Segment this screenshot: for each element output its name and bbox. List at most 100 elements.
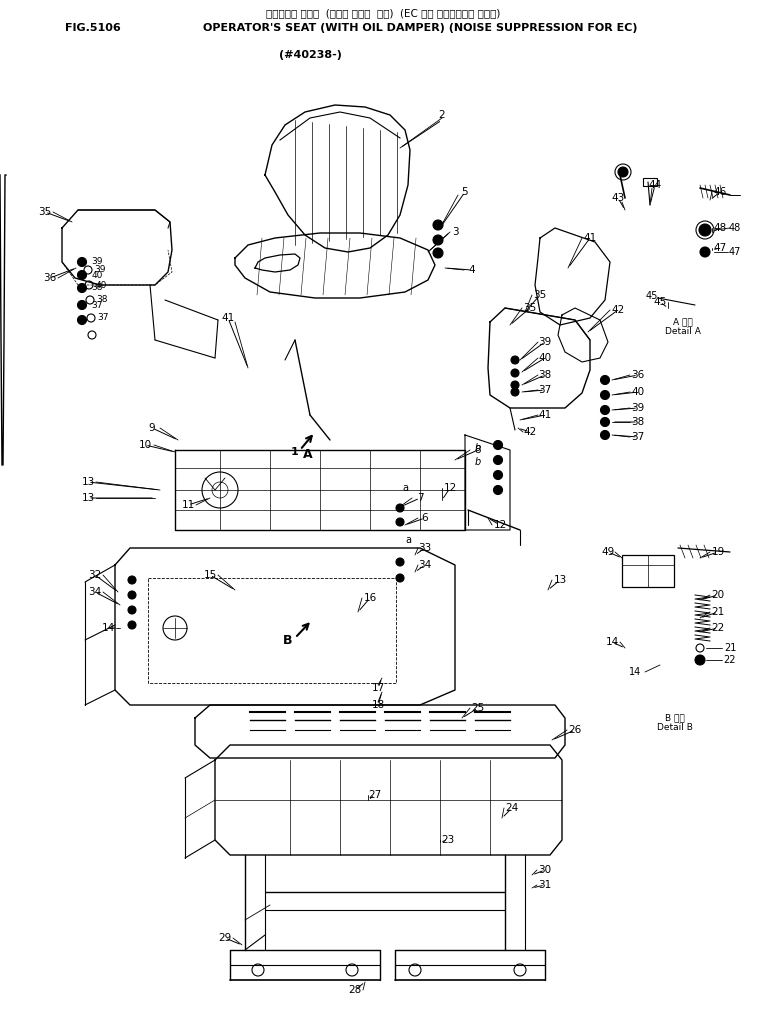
Text: 1: 1 <box>291 447 299 457</box>
Text: 2: 2 <box>439 110 446 120</box>
Text: 38: 38 <box>631 417 645 427</box>
Bar <box>148 578 396 683</box>
Text: 20: 20 <box>711 590 725 600</box>
Circle shape <box>78 258 86 267</box>
Text: 12: 12 <box>494 520 507 530</box>
Text: 10: 10 <box>138 440 152 450</box>
Text: 21: 21 <box>724 643 736 653</box>
Circle shape <box>128 621 136 629</box>
Text: 21: 21 <box>711 607 725 617</box>
Text: 27: 27 <box>369 790 382 800</box>
Text: a: a <box>402 483 408 494</box>
Text: 13: 13 <box>82 477 95 487</box>
Circle shape <box>494 456 503 465</box>
Text: 31: 31 <box>539 880 552 890</box>
Circle shape <box>600 391 610 399</box>
Circle shape <box>494 471 503 479</box>
Circle shape <box>396 558 404 566</box>
Circle shape <box>511 369 519 377</box>
Text: 38: 38 <box>92 283 103 292</box>
Text: 12: 12 <box>443 483 456 494</box>
Text: 30: 30 <box>539 865 552 875</box>
Text: 14: 14 <box>629 667 641 677</box>
Text: 41: 41 <box>539 410 552 420</box>
Text: 36: 36 <box>43 273 56 283</box>
Text: 5: 5 <box>462 187 468 197</box>
Text: 36: 36 <box>631 370 645 380</box>
Circle shape <box>128 591 136 599</box>
Text: Detail A: Detail A <box>665 327 701 337</box>
Text: 23: 23 <box>441 835 455 845</box>
Circle shape <box>88 331 96 339</box>
Circle shape <box>78 301 86 310</box>
Text: 37: 37 <box>97 314 109 322</box>
Text: 38: 38 <box>539 370 552 380</box>
Text: 6: 6 <box>422 513 428 523</box>
Text: 40: 40 <box>632 387 645 397</box>
Text: 29: 29 <box>218 933 232 943</box>
Text: 41: 41 <box>221 313 235 323</box>
Text: 14: 14 <box>605 637 619 647</box>
Text: 22: 22 <box>724 655 736 665</box>
Circle shape <box>396 504 404 512</box>
Text: 15: 15 <box>204 570 217 580</box>
Text: 35: 35 <box>523 303 536 313</box>
Circle shape <box>86 295 94 304</box>
Text: 35: 35 <box>38 207 52 218</box>
Text: 38: 38 <box>96 295 108 305</box>
Circle shape <box>700 247 710 256</box>
Circle shape <box>84 266 92 274</box>
Text: 19: 19 <box>711 547 725 557</box>
Circle shape <box>494 485 503 495</box>
Text: 39: 39 <box>95 266 106 275</box>
Text: 40: 40 <box>539 353 552 363</box>
Text: 11: 11 <box>182 500 195 510</box>
Text: b: b <box>475 443 481 453</box>
Circle shape <box>433 248 443 258</box>
Text: 14: 14 <box>101 623 114 633</box>
Text: (#40238-): (#40238-) <box>278 50 341 60</box>
Circle shape <box>128 606 136 614</box>
Text: 42: 42 <box>523 427 536 437</box>
Text: 8: 8 <box>475 445 481 455</box>
Circle shape <box>396 574 404 582</box>
Text: 44: 44 <box>649 180 662 190</box>
Circle shape <box>600 376 610 385</box>
Circle shape <box>600 405 610 415</box>
Text: 32: 32 <box>89 570 101 580</box>
Text: 47: 47 <box>713 243 726 253</box>
Text: 40: 40 <box>92 271 103 279</box>
Text: 37: 37 <box>631 432 645 442</box>
Circle shape <box>494 440 503 449</box>
Text: 9: 9 <box>149 423 156 433</box>
Bar <box>622 555 674 587</box>
Text: 34: 34 <box>89 587 101 597</box>
Circle shape <box>695 655 705 665</box>
Circle shape <box>396 518 404 526</box>
Text: 7: 7 <box>417 494 423 503</box>
Text: OPERATOR'S SEAT (WITH OIL DAMPER) (NOISE SUPPRESSION FOR EC): OPERATOR'S SEAT (WITH OIL DAMPER) (NOISE… <box>203 23 637 33</box>
Circle shape <box>511 388 519 396</box>
Circle shape <box>78 271 86 279</box>
Text: 41: 41 <box>584 233 597 243</box>
Text: 28: 28 <box>349 985 362 995</box>
Text: オペレータ シート  (オイル ダンパ  ツキ)  (EC ムケ チイソウオン ショウ): オペレータ シート (オイル ダンパ ツキ) (EC ムケ チイソウオン ショウ… <box>266 8 501 18</box>
Text: 18: 18 <box>372 700 385 710</box>
Text: 39: 39 <box>631 403 645 413</box>
Text: 22: 22 <box>711 623 725 633</box>
Text: B 部詳: B 部詳 <box>665 713 685 722</box>
Text: 39: 39 <box>92 258 103 267</box>
Circle shape <box>511 381 519 389</box>
Text: 33: 33 <box>418 543 432 553</box>
Text: 34: 34 <box>418 560 432 570</box>
Circle shape <box>78 283 86 292</box>
Text: 24: 24 <box>505 803 519 813</box>
Text: 13: 13 <box>553 575 567 585</box>
Text: b: b <box>475 457 481 467</box>
Circle shape <box>78 316 86 324</box>
Text: 39: 39 <box>539 337 552 347</box>
Text: FIG.5106: FIG.5106 <box>65 23 121 33</box>
Text: 45: 45 <box>653 297 667 307</box>
Text: 49: 49 <box>601 547 615 557</box>
Circle shape <box>433 220 443 230</box>
